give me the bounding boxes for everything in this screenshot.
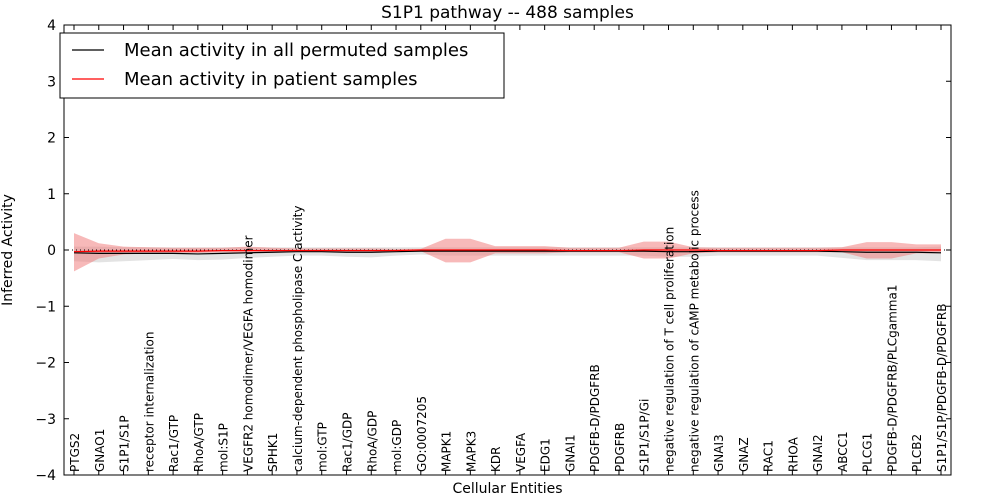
category-labels: PTGS2 GNAO1 S1P1/S1P receptor internalizati… [68, 190, 949, 472]
y-tick-label: 4 [47, 18, 56, 34]
category-label: PLCG1 [861, 433, 875, 472]
category-label: MAPK3 [464, 431, 478, 472]
category-label: EDG1 [539, 438, 553, 472]
category-label: GNAZ [737, 437, 751, 472]
series-line-patient [73, 249, 941, 253]
category-label: VEGFR2 homodimer/VEGFA homodimer [241, 235, 255, 472]
category-label: RAC1 [762, 440, 776, 472]
category-label: S1P1/S1P [118, 415, 132, 472]
y-tick-label: 2 [47, 131, 56, 147]
category-label: RhoA/GDP [365, 411, 379, 472]
category-label: S1P1/S1P/Gi [638, 399, 652, 472]
confidence-bands [74, 233, 941, 272]
category-label: RhoA/GTP [192, 413, 206, 472]
category-label: S1P1/S1P/PDGFB-D/PDGFRB [935, 304, 949, 472]
category-label: mol:GTP [316, 422, 330, 472]
y-tick-label: 0 [47, 243, 56, 259]
y-axis-label: Inferred Activity [0, 194, 16, 306]
legend-label-patient: Mean activity in patient samples [124, 69, 418, 90]
category-label: mol:GDP [390, 420, 404, 472]
category-label: ABCC1 [836, 431, 850, 472]
y-tick-label: −1 [35, 299, 56, 315]
category-label: GNAI1 [563, 434, 577, 472]
category-label: receptor internalization [142, 332, 156, 472]
category-label: Rac1/GTP [167, 415, 181, 472]
category-label: PDGFB-D/PDGFRB [588, 364, 602, 472]
x-axis-label: Cellular Entities [452, 481, 562, 497]
category-label: negative regulation of cAMP metabolic pr… [687, 190, 701, 472]
category-label: GNAO1 [93, 429, 107, 472]
legend-label-permuted: Mean activity in all permuted samples [124, 40, 468, 61]
series-lines [73, 249, 942, 255]
category-label: RHOA [786, 436, 800, 472]
category-label: GO:0007205 [415, 396, 429, 472]
x-axis [73, 25, 942, 475]
y-tick-label: −3 [35, 412, 56, 428]
category-label: mol:S1P [217, 423, 231, 472]
category-label: SPHK1 [266, 433, 280, 472]
category-label: MAPK1 [440, 431, 454, 472]
y-tick-label: −2 [35, 356, 56, 372]
category-label: negative regulation of T cell proliferat… [663, 227, 677, 472]
y-tick-label: −4 [35, 468, 56, 484]
category-label: calcium-dependent phospholipase C activi… [291, 206, 305, 472]
chart-title: S1P1 pathway -- 488 samples [381, 3, 634, 23]
legend-box [59, 32, 505, 99]
category-label: KDR [489, 447, 503, 472]
category-label: GNAI2 [811, 434, 825, 472]
y-tick-label: 3 [47, 74, 56, 90]
legend: Mean activity in all permuted samples Me… [59, 32, 505, 99]
band-patient [74, 233, 941, 272]
category-label: VEGFA [514, 432, 528, 472]
y-tick-label: 1 [47, 187, 56, 203]
category-label: PTGS2 [68, 433, 82, 472]
category-label: Rac1/GDP [340, 413, 354, 472]
category-label: PLCB2 [910, 434, 924, 472]
category-label: PDGFRB [613, 423, 627, 472]
category-label: PDGFB-D/PDGFRB/PLCgamma1 [885, 285, 899, 472]
y-axis: −4 −3 −2 −1 0 1 2 3 4 [35, 18, 951, 484]
category-label: GNAI3 [712, 434, 726, 472]
